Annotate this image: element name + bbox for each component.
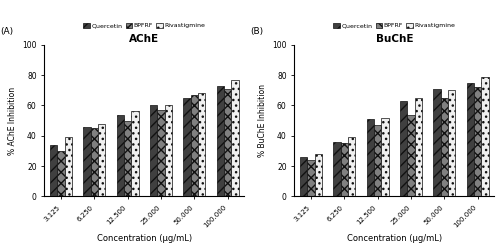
Bar — [308, 160, 314, 196]
Bar — [374, 125, 382, 196]
Bar — [314, 154, 322, 196]
Bar — [434, 89, 440, 196]
Bar — [158, 110, 164, 196]
Bar — [224, 89, 232, 196]
Title: AChE: AChE — [130, 34, 160, 44]
Bar — [150, 105, 158, 196]
Text: (A): (A) — [0, 27, 14, 36]
Bar — [348, 137, 356, 196]
Bar — [382, 118, 388, 196]
Bar — [190, 95, 198, 196]
Bar — [448, 90, 456, 196]
Bar — [90, 128, 98, 196]
Bar — [84, 127, 90, 196]
Bar — [366, 119, 374, 196]
Bar — [414, 98, 422, 196]
Bar — [50, 145, 58, 196]
Text: (B): (B) — [250, 27, 264, 36]
Bar — [408, 115, 414, 196]
Bar — [98, 124, 106, 196]
Bar — [474, 87, 482, 196]
Bar — [467, 83, 474, 196]
Bar — [132, 112, 138, 196]
Bar — [232, 80, 239, 196]
X-axis label: Concentration (μg/mL): Concentration (μg/mL) — [347, 235, 442, 244]
Bar — [217, 86, 224, 196]
Bar — [482, 77, 489, 196]
Bar — [64, 137, 72, 196]
Bar — [184, 98, 190, 196]
Y-axis label: % BuChE Inhibition: % BuChE Inhibition — [258, 84, 266, 157]
Bar — [124, 121, 132, 196]
Y-axis label: % AChE Inhibition: % AChE Inhibition — [8, 86, 16, 155]
Title: BuChE: BuChE — [376, 34, 413, 44]
Bar — [164, 105, 172, 196]
Bar — [198, 93, 205, 196]
Bar — [400, 101, 407, 196]
Legend: Quercetin, BPFRF, Rivastigmine: Quercetin, BPFRF, Rivastigmine — [82, 21, 206, 30]
Bar — [116, 115, 124, 196]
Bar — [300, 157, 308, 196]
Bar — [340, 143, 348, 196]
Bar — [58, 151, 64, 196]
Legend: Quercetin, BPFRF, Rivastigmine: Quercetin, BPFRF, Rivastigmine — [332, 21, 456, 30]
Bar — [440, 98, 448, 196]
X-axis label: Concentration (μg/mL): Concentration (μg/mL) — [97, 235, 192, 244]
Bar — [334, 142, 340, 196]
